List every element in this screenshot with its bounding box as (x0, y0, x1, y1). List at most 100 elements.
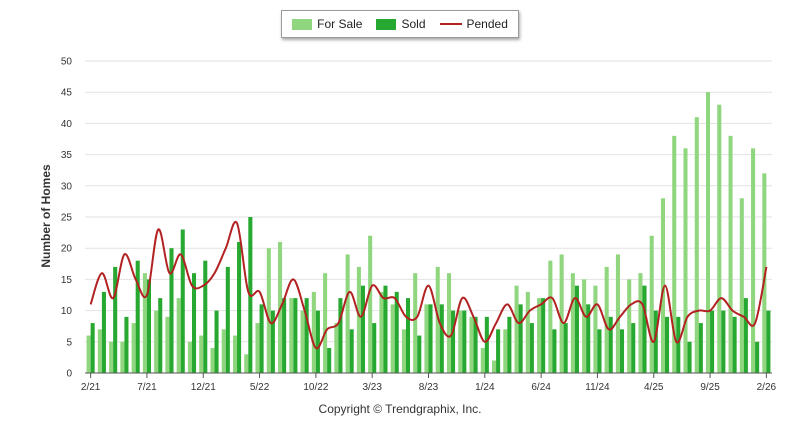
bar-for-sale[interactable] (176, 298, 181, 373)
bar-sold[interactable] (383, 285, 388, 373)
bar-sold[interactable] (180, 229, 185, 373)
bar-for-sale[interactable] (232, 335, 238, 373)
bar-sold[interactable] (293, 298, 298, 373)
bar-sold[interactable] (327, 348, 332, 373)
bar-sold[interactable] (732, 316, 737, 373)
bar-for-sale[interactable] (142, 273, 147, 373)
bar-for-sale[interactable] (86, 335, 91, 373)
bar-sold[interactable] (687, 341, 692, 373)
bar-sold[interactable] (451, 310, 456, 373)
bar-for-sale[interactable] (706, 92, 711, 373)
bar-for-sale[interactable] (593, 285, 598, 373)
bar-for-sale[interactable] (311, 291, 316, 373)
bar-for-sale[interactable] (379, 291, 384, 373)
bar-for-sale[interactable] (638, 273, 643, 373)
bar-sold[interactable] (372, 323, 377, 373)
bar-for-sale[interactable] (660, 198, 666, 373)
bar-for-sale[interactable] (548, 260, 553, 373)
bar-for-sale[interactable] (537, 298, 542, 373)
bar-for-sale[interactable] (604, 266, 609, 373)
bar-for-sale[interactable] (345, 254, 350, 373)
bar-for-sale[interactable] (627, 279, 632, 373)
bar-sold[interactable] (214, 310, 219, 373)
bar-for-sale[interactable] (390, 304, 395, 373)
bar-for-sale[interactable] (120, 341, 125, 373)
bar-for-sale[interactable] (683, 148, 688, 373)
pended-series-line[interactable] (89, 220, 768, 350)
bar-for-sale[interactable] (717, 104, 722, 374)
bar-for-sale[interactable] (154, 310, 159, 373)
bar-sold[interactable] (496, 329, 501, 373)
bar-sold[interactable] (743, 298, 748, 373)
bar-for-sale[interactable] (728, 135, 733, 373)
bar-sold[interactable] (225, 266, 230, 373)
bar-for-sale[interactable] (334, 323, 339, 373)
bar-sold[interactable] (721, 310, 726, 373)
bar-for-sale[interactable] (165, 316, 170, 373)
bar-sold[interactable] (541, 298, 546, 373)
bar-sold[interactable] (574, 285, 579, 373)
bar-for-sale[interactable] (514, 285, 519, 373)
bar-sold[interactable] (113, 266, 118, 373)
bar-sold[interactable] (608, 316, 613, 373)
bar-for-sale[interactable] (458, 310, 463, 373)
bar-for-sale[interactable] (131, 323, 136, 373)
bar-for-sale[interactable] (221, 329, 226, 373)
bar-for-sale[interactable] (694, 117, 699, 373)
bar-sold[interactable] (586, 304, 591, 373)
bar-sold[interactable] (619, 329, 625, 373)
bar-sold[interactable] (124, 316, 129, 373)
bar-for-sale[interactable] (424, 304, 429, 373)
bar-for-sale[interactable] (356, 266, 361, 373)
bar-sold[interactable] (642, 285, 647, 373)
bar-for-sale[interactable] (368, 235, 373, 373)
bar-for-sale[interactable] (672, 135, 677, 373)
bar-sold[interactable] (676, 316, 681, 373)
legend-item-pended[interactable]: Pended (439, 17, 508, 31)
bar-sold[interactable] (191, 273, 197, 373)
bar-sold[interactable] (428, 304, 433, 373)
bar-sold[interactable] (698, 323, 703, 373)
bar-sold[interactable] (552, 329, 557, 373)
bar-for-sale[interactable] (413, 273, 418, 373)
bar-for-sale[interactable] (266, 248, 271, 373)
bar-sold[interactable] (653, 310, 658, 373)
bar-sold[interactable] (203, 260, 208, 373)
bar-for-sale[interactable] (615, 254, 620, 373)
bar-sold[interactable] (394, 291, 399, 373)
bar-for-sale[interactable] (492, 360, 497, 373)
bar-for-sale[interactable] (480, 348, 485, 373)
bar-sold[interactable] (169, 248, 174, 373)
bar-sold[interactable] (507, 316, 512, 373)
bar-sold[interactable] (270, 310, 275, 373)
bar-for-sale[interactable] (559, 254, 564, 373)
bar-sold[interactable] (665, 316, 670, 373)
bar-sold[interactable] (158, 298, 163, 373)
bar-for-sale[interactable] (751, 148, 756, 373)
bar-sold[interactable] (563, 323, 568, 373)
bar-sold[interactable] (710, 310, 715, 373)
bar-sold[interactable] (146, 279, 151, 373)
bar-sold[interactable] (405, 298, 411, 373)
bar-sold[interactable] (259, 304, 264, 373)
bar-for-sale[interactable] (97, 329, 102, 373)
bar-sold[interactable] (90, 323, 95, 373)
bar-sold[interactable] (237, 241, 242, 373)
bar-sold[interactable] (417, 335, 422, 373)
bar-for-sale[interactable] (649, 235, 654, 373)
bar-sold[interactable] (282, 298, 287, 373)
bar-sold[interactable] (484, 316, 489, 373)
bar-sold[interactable] (360, 285, 365, 373)
bar-for-sale[interactable] (199, 335, 204, 373)
bar-for-sale[interactable] (582, 279, 587, 373)
bar-sold[interactable] (766, 310, 771, 373)
bar-for-sale[interactable] (525, 291, 530, 373)
legend-item-for-sale[interactable]: For Sale (292, 17, 362, 31)
bar-sold[interactable] (631, 323, 636, 373)
legend-item-sold[interactable]: Sold (376, 17, 426, 31)
bar-sold[interactable] (101, 291, 106, 373)
bar-for-sale[interactable] (739, 198, 744, 373)
bar-for-sale[interactable] (503, 329, 508, 373)
bar-sold[interactable] (462, 310, 467, 373)
bar-for-sale[interactable] (210, 348, 215, 373)
